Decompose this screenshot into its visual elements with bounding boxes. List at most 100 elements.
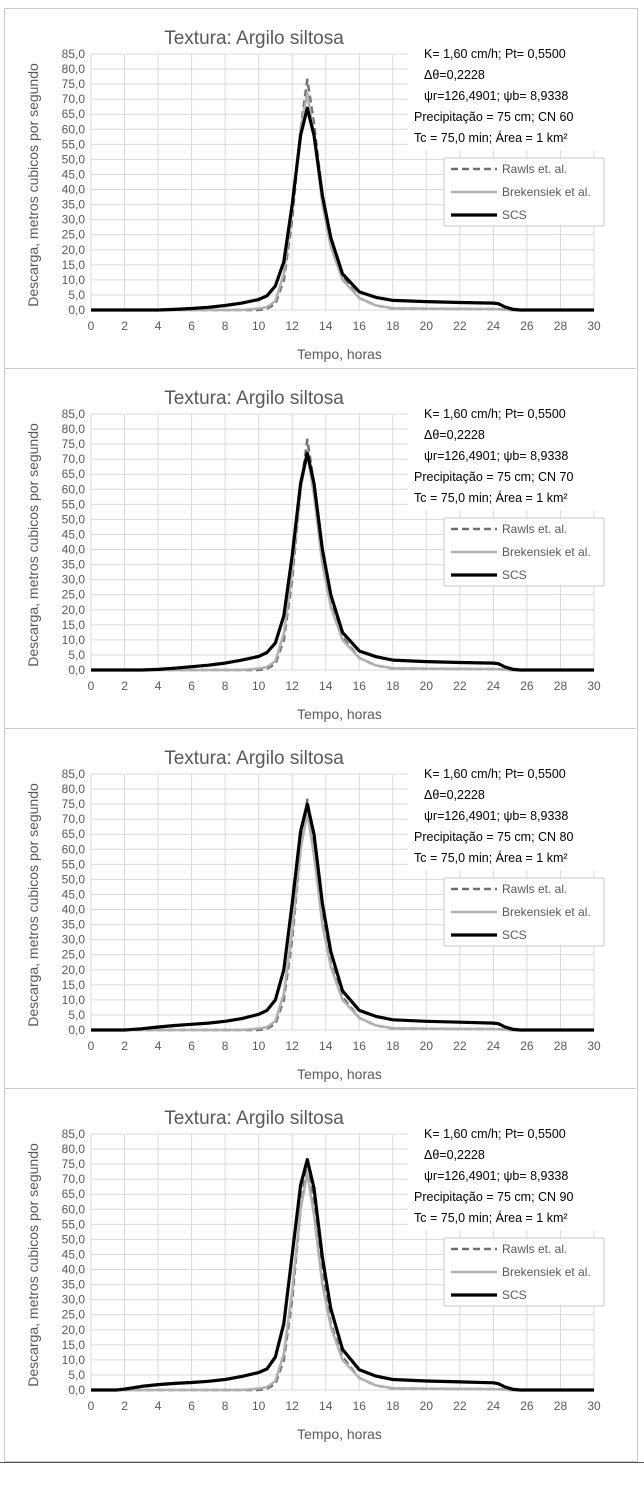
x-tick-label: 20 (420, 319, 434, 333)
x-tick-label: 14 (319, 1399, 333, 1413)
y-tick-label: 25,0 (62, 948, 86, 962)
y-tick-label: 50,0 (62, 872, 86, 886)
panel-separator (4, 368, 636, 369)
series-line-3 (91, 106, 594, 312)
series-line-3 (91, 451, 594, 672)
chart-panel-2: 0,0 5,0 10,0 15,0 20,0 25,0 30,0 35,0 40,0 45,0 50… (4, 368, 636, 728)
y-axis-label: Descarga, metros cubicos por segundo (25, 423, 41, 667)
x-axis-label: Tempo, horas (297, 1426, 382, 1442)
x-tick-label: 30 (587, 679, 601, 693)
legend-label: Rawls et. al. (502, 162, 567, 176)
x-tick-label: 30 (587, 1399, 601, 1413)
line-chart: 0,05,010,015,020,025,030,035,040,0 45,050… (25, 748, 605, 1082)
y-tick-label: 15,0 (62, 618, 86, 632)
legend-label: Brekensiek et al. (502, 1265, 591, 1279)
legend-label: SCS (502, 568, 527, 582)
y-tick-label: 70,0 (62, 1172, 86, 1186)
x-tick-label: 12 (286, 1039, 300, 1053)
panel-separator (4, 1088, 636, 1089)
y-tick-label: 65,0 (62, 1187, 86, 1201)
x-tick-label: 22 (453, 1399, 467, 1413)
x-tick-label: 6 (188, 679, 195, 693)
y-tick-label: 40,0 (62, 543, 86, 557)
x-tick-label: 20 (420, 679, 434, 693)
y-tick-label: 50,0 (62, 1232, 86, 1246)
annotation-text: Tc = 75,0 min; Área = 1 km² (414, 130, 568, 145)
x-tick-label: 8 (222, 1399, 229, 1413)
legend-label: Rawls et. al. (502, 1242, 567, 1256)
x-tick-label: 24 (487, 1039, 501, 1053)
y-tick-label: 25,0 (62, 228, 86, 242)
annotation-background (408, 1118, 604, 1230)
y-tick-label: 60,0 (62, 842, 86, 856)
y-tick-label: 5,0 (68, 1008, 85, 1022)
y-tick-label: 0,0 (68, 1023, 85, 1037)
legend-label: Rawls et. al. (502, 882, 567, 896)
y-tick-label: 10,0 (62, 633, 86, 647)
legend: Rawls et. al. Brekensiek et al. SCS (443, 1237, 605, 1307)
x-tick-label: 2 (121, 679, 128, 693)
chart-panel-4: 0,0 5,0 10,0 15,0 20,0 25,0 30,0 35,0 40,0 45,0 50… (4, 1088, 636, 1448)
y-tick-label: 65,0 (62, 827, 86, 841)
x-tick-label: 28 (554, 319, 568, 333)
annotation-text: ψr=126,4901; ψb= 8,9338 (424, 89, 568, 103)
y-tick-label: 15,0 (62, 978, 86, 992)
x-tick-label: 2 (121, 1039, 128, 1053)
y-tick-label: 30,0 (62, 933, 86, 947)
x-tick-label: 2 (121, 1399, 128, 1413)
y-tick-label: 35,0 (62, 1278, 86, 1292)
y-tick-label: 5,0 (68, 648, 85, 662)
chart-panel-3: 0,0 5,0 10,0 15,0 20,0 25,0 30,0 35,0 40,0 45,0 50… (4, 728, 636, 1088)
y-tick-label: 50,0 (62, 512, 86, 526)
series-line-3 (91, 802, 594, 1032)
x-tick-label: 24 (487, 319, 501, 333)
y-tick-label: 10,0 (62, 993, 86, 1007)
annotation-text: Δθ=0,2228 (424, 1148, 485, 1162)
y-tick-label: 75,0 (62, 77, 86, 91)
chart-title: Textura: Argilo siltosa (164, 748, 344, 769)
y-tick-label: 75,0 (62, 797, 86, 811)
x-tick-label: 2 (121, 319, 128, 333)
x-tick-label: 16 (353, 1039, 367, 1053)
y-tick-label: 40,0 (62, 1263, 86, 1277)
line-chart: 0,05,010,015,020,025,030,035,040,0 45,050… (25, 1108, 605, 1442)
x-axis-label: Tempo, horas (297, 706, 382, 722)
x-axis-label: Tempo, horas (297, 1066, 382, 1082)
y-tick-label: 50,0 (62, 152, 86, 166)
y-tick-label: 40,0 (62, 903, 86, 917)
annotation-text: Tc = 75,0 min; Área = 1 km² (414, 850, 568, 865)
annotation-text: ψr=126,4901; ψb= 8,9338 (424, 1169, 568, 1183)
legend: Rawls et. al. Brekensiek et al. SCS (443, 157, 605, 227)
x-tick-label: 4 (155, 1399, 162, 1413)
annotation-box: K= 1,60 cm/h; Pt= 0,5500 Δθ=0,2228 ψr=126,… (408, 758, 604, 870)
legend-label: Brekensiek et al. (502, 905, 591, 919)
x-tick-label: 12 (286, 679, 300, 693)
x-tick-label: 20 (420, 1039, 434, 1053)
x-tick-label: 12 (286, 1399, 300, 1413)
y-tick-label: 25,0 (62, 1308, 86, 1322)
y-tick-label: 55,0 (62, 857, 86, 871)
x-tick-label: 14 (319, 1039, 333, 1053)
y-tick-label: 5,0 (68, 1368, 85, 1382)
y-tick-label: 15,0 (62, 1338, 86, 1352)
annotation-text: K= 1,60 cm/h; Pt= 0,5500 (424, 47, 566, 61)
annotation-text: Tc = 75,0 min; Área = 1 km² (414, 1210, 568, 1225)
annotation-background (408, 398, 604, 510)
x-tick-label: 18 (386, 679, 400, 693)
y-tick-label: 65,0 (62, 467, 86, 481)
y-tick-label: 45,0 (62, 1247, 86, 1261)
x-tick-label: 14 (319, 679, 333, 693)
chart-title: Textura: Argilo siltosa (164, 1108, 344, 1129)
annotation-text: Precipitação = 75 cm; CN 70 (414, 470, 573, 484)
series-line-2 (91, 811, 594, 1032)
y-tick-label: 70,0 (62, 812, 86, 826)
y-tick-label: 55,0 (62, 497, 86, 511)
x-tick-label: 16 (353, 1399, 367, 1413)
annotation-text: Precipitação = 75 cm; CN 60 (414, 110, 573, 124)
x-tick-label: 8 (222, 319, 229, 333)
series-line-2 (91, 1171, 594, 1392)
x-tick-label: 4 (155, 319, 162, 333)
x-tick-label: 30 (587, 1039, 601, 1053)
x-tick-label: 6 (188, 1039, 195, 1053)
x-tick-label: 18 (386, 1039, 400, 1053)
